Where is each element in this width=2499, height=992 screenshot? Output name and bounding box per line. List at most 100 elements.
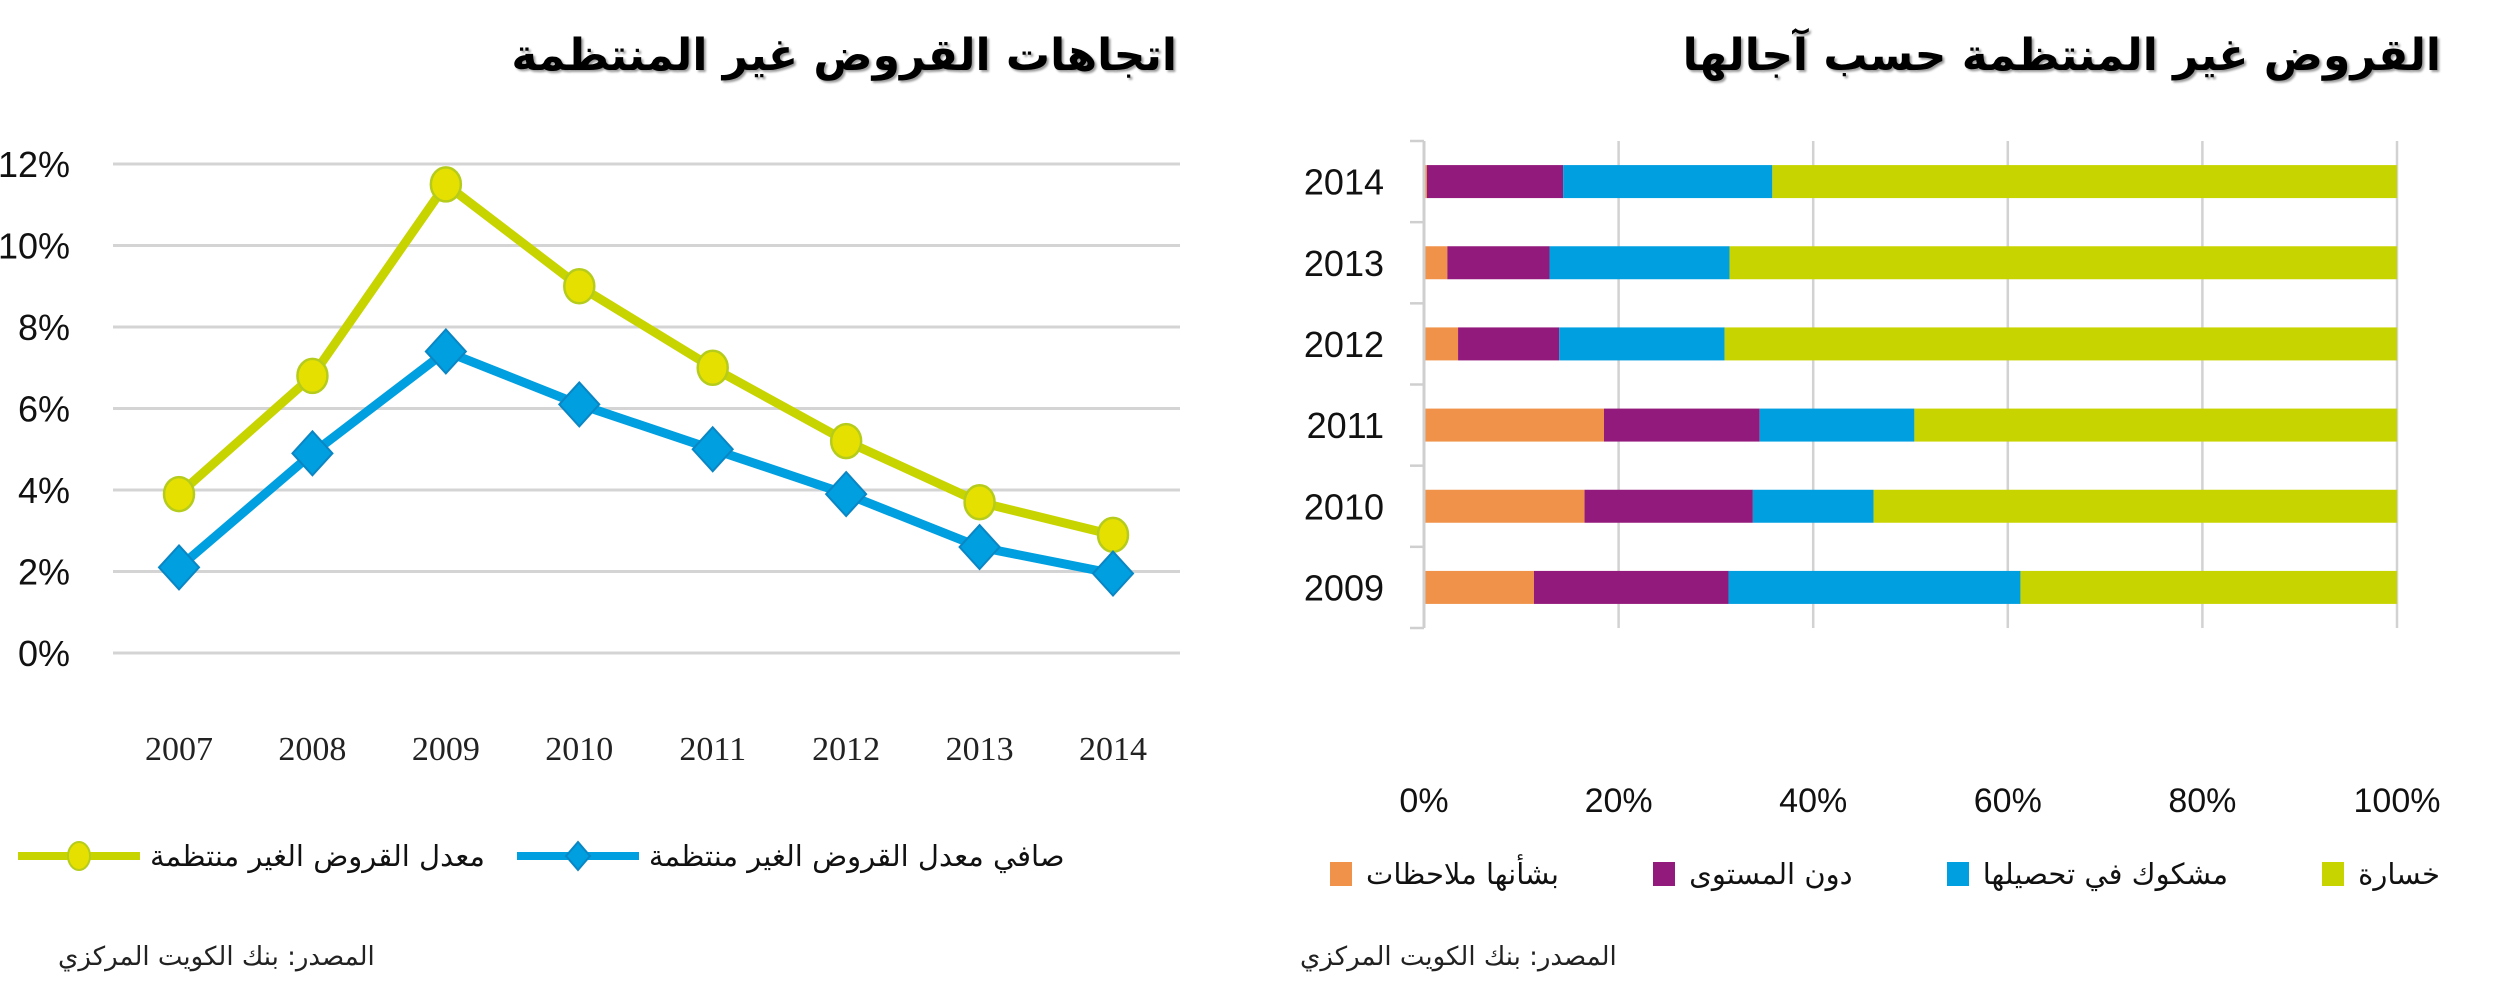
legend-label: بشأنها ملاحظات [1366,857,1559,891]
legend-item-substandard: دون المستوى [1653,857,1853,891]
legend-swatch-watchlist [1330,862,1353,886]
bar-chart-title: القروض غير المنتظمة حسب آجالها [1682,30,2441,81]
bar-segment [1759,408,1915,442]
y-tick-label: 2014 [1304,162,1384,203]
legend-item-npl-rate: معدل القروض الغير منتظمة [14,838,485,874]
bar-segment [1729,246,2397,280]
x-tick-label: 40% [1779,782,1847,820]
legend-swatch-doubtful [1946,862,1969,886]
y-tick-label: 10% [0,226,70,267]
circle-marker [963,483,996,521]
series-line [176,179,1115,540]
circle-marker [429,166,463,203]
legend-item-watchlist: بشأنها ملاحظات [1330,857,1559,891]
bar-chart-y-labels: 2014 2013 2012 2011 2010 2009 [1304,162,1384,609]
legend-label: مشكوك في تحصيلها [1982,857,2228,891]
x-tick-label: 2009 [412,731,480,768]
y-tick-label: 4% [18,470,70,511]
bar-segment [1752,489,1874,523]
bar-chart-bars [1424,165,2397,604]
line-chart-series [157,166,1135,598]
bar-segment [1549,246,1730,280]
y-tick-label: 2012 [1304,324,1384,365]
x-tick-label: 2013 [946,731,1014,768]
diamond-marker [958,523,1001,571]
circle-marker [296,357,329,395]
bar-segment [1563,165,1773,199]
bar-segment [1424,489,1585,523]
legend-circle-marker-icon [18,841,140,871]
bar-segment [1728,570,2021,604]
y-tick-label: 2011 [1307,405,1384,446]
line-chart: 0% 2% 4% 6% 8% 10% 12% 2007 2008 2009 2010 2011 201… [0,144,1180,768]
legend-label: صافي معدل القروض الغير منتظمة [648,839,1065,873]
bar-segment [1873,489,2397,523]
diamond-marker [291,429,334,477]
legend-item-doubtful: مشكوك في تحصيلها [1946,857,2228,891]
bar-chart-source: المصدر: بنك الكويت المركزي [1300,942,1617,972]
line-chart-x-ticks: 2007 2008 2009 2010 2011 2012 2013 2014 [145,731,1147,768]
diamond-marker [691,425,735,473]
bar-segment [1424,570,1534,604]
bar-segment [1584,489,1753,523]
diamond-marker [557,380,601,428]
line-chart-legend: صافي معدل القروض الغير منتظمة معدل القرو… [14,838,1174,874]
y-tick-label: 2009 [1304,567,1384,608]
x-tick-label: 2014 [1079,731,1147,768]
bar-segment [1424,327,1459,361]
bar-segment [1772,165,2397,199]
circle-marker [1096,516,1130,554]
bar-segment [1559,327,1725,361]
bar-chart-grid [1617,141,2399,628]
legend-label: معدل القروض الغير منتظمة [150,839,485,873]
bar-segment [1533,570,1729,604]
x-tick-label: 20% [1585,782,1653,820]
legend-item-loss: خسارة [2322,857,2440,891]
bar-chart: 2014 2013 2012 2011 2010 2009 0% 20% 40% 60% 80% 1… [1304,139,2441,820]
x-tick-label: 2010 [545,731,613,768]
bar-segment [1458,327,1560,361]
legend-label: دون المستوى [1689,857,1853,891]
line-chart-y-ticks: 0% 2% 4% 6% 8% 10% 12% [0,144,70,674]
x-tick-label: 2011 [679,731,746,768]
bar-segment [1914,408,2397,442]
legend-label: خسارة [2358,857,2440,891]
circle-marker [829,422,863,460]
x-tick-label: 0% [1399,782,1448,820]
x-tick-label: 2008 [278,731,346,768]
bar-segment [1724,327,2397,361]
y-tick-label: 2010 [1304,486,1384,527]
bar-segment [1424,408,1605,442]
line-chart-source: المصدر: بنك الكويت المركزي [58,942,375,972]
bar-segment [2020,570,2397,604]
diamond-marker [824,470,868,518]
y-tick-label: 12% [0,144,70,185]
bar-chart-legend: خسارة مشكوك في تحصيلها دون المستوى بشأنه… [1330,857,2440,891]
legend-swatch-loss [2322,862,2345,886]
bar-segment [1604,408,1760,442]
series-line [176,346,1114,578]
diamond-marker [157,543,201,591]
bar-chart-axis [1410,139,1426,630]
bar-segment [1447,246,1550,280]
x-tick-label: 60% [1974,782,2042,820]
y-tick-label: 8% [18,307,70,348]
x-tick-label: 100% [2354,782,2441,820]
x-tick-label: 80% [2168,782,2236,820]
legend-item-net-npl-rate: صافي معدل القروض الغير منتظمة [513,838,1065,874]
y-tick-label: 6% [18,389,70,430]
x-tick-label: 2012 [812,731,880,768]
bar-segment [1424,246,1448,280]
legend-diamond-marker-icon [516,840,639,872]
diamond-marker [424,327,468,375]
circle-marker [162,475,196,513]
circle-marker [563,268,596,305]
diamond-marker [1091,550,1135,598]
legend-swatch-substandard [1653,862,1676,886]
circle-marker [696,349,729,386]
x-tick-label: 2007 [145,731,213,768]
y-tick-label: 2% [18,552,70,593]
y-tick-label: 2013 [1304,243,1384,284]
y-tick-label: 0% [18,633,70,674]
bar-segment [1426,165,1564,199]
